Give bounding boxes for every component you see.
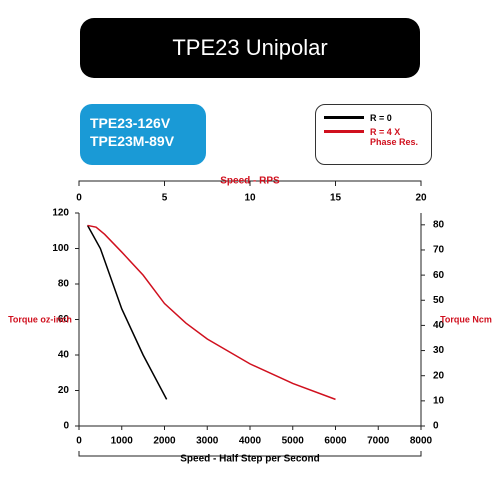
y-tick-label: 120 — [52, 208, 69, 219]
legend-label: R = 0 — [370, 113, 392, 123]
x-tick-label: 2000 — [153, 436, 176, 447]
y-tick-label: 0 — [63, 421, 69, 432]
x2-tick-label: 20 — [415, 193, 427, 204]
y2-tick-label: 60 — [433, 270, 445, 281]
y2-tick-label: 50 — [433, 295, 445, 306]
y2-tick-label: 40 — [433, 320, 445, 331]
x-tick-label: 6000 — [324, 436, 347, 447]
x2-tick-label: 5 — [162, 193, 168, 204]
x-tick-label: 8000 — [410, 436, 433, 447]
x-tick-label: 4000 — [239, 436, 262, 447]
y2-tick-label: 20 — [433, 370, 445, 381]
y2-tick-label: 30 — [433, 345, 445, 356]
x-tick-label: 1000 — [111, 436, 134, 447]
x-axis-label: Speed - Half Step per Second — [180, 454, 319, 465]
x-tick-label: 5000 — [282, 436, 305, 447]
x2-tick-label: 0 — [76, 193, 82, 204]
chart-title: TPE23 Unipolar — [172, 35, 328, 60]
model-label: TPE23-126V — [90, 115, 171, 131]
x-tick-label: 7000 — [367, 436, 390, 447]
y-tick-label: 100 — [52, 243, 69, 254]
y2-tick-label: 0 — [433, 421, 439, 432]
series-line — [86, 225, 168, 400]
x2-tick-label: 15 — [330, 193, 342, 204]
legend-label: R = 4 X Phase Res. — [370, 127, 419, 147]
y2-tick-label: 80 — [433, 219, 445, 230]
y2-axis-label: Torque Ncm — [440, 314, 492, 324]
y2-tick-label: 70 — [433, 245, 445, 256]
model-label: TPE23M-89V — [90, 133, 175, 149]
y-tick-label: 20 — [58, 385, 70, 396]
legend-swatch — [324, 116, 364, 119]
x-tick-label: 0 — [76, 436, 82, 447]
legend: R = 0 R = 4 X Phase Res. — [315, 104, 432, 165]
series-line — [87, 224, 336, 401]
legend-swatch — [324, 130, 364, 133]
model-box: TPE23-126V TPE23M-89V — [80, 104, 206, 165]
y-axis-label: Torque oz-inch — [8, 314, 72, 324]
title-box: TPE23 Unipolar — [80, 18, 420, 78]
y2-tick-label: 10 — [433, 395, 445, 406]
legend-item: R = 4 X Phase Res. — [324, 127, 422, 147]
y-tick-label: 80 — [58, 279, 70, 290]
x-bracket — [78, 451, 422, 457]
y-tick-label: 60 — [58, 314, 70, 325]
y-tick-label: 40 — [58, 350, 70, 361]
legend-item: R = 0 — [324, 113, 422, 123]
x2-tick-label: 10 — [244, 193, 256, 204]
x-tick-label: 3000 — [196, 436, 219, 447]
